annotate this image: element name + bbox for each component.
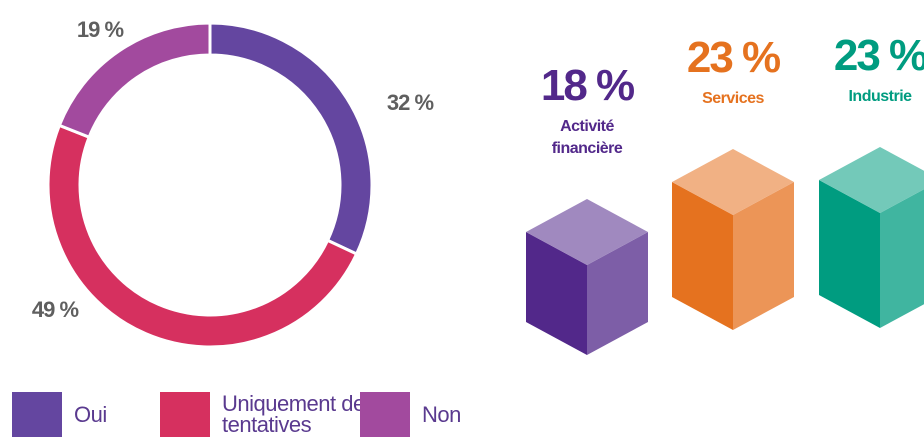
legend-swatch <box>160 392 210 437</box>
bar-right-face <box>880 189 924 328</box>
donut-segment <box>208 21 374 256</box>
category-label: Activité financière <box>551 118 623 157</box>
value-label: 23 % <box>686 33 781 82</box>
bar-right-face <box>587 232 648 355</box>
bar-top-face <box>672 149 794 215</box>
bar <box>672 149 794 330</box>
category-label: Industrie <box>848 88 912 105</box>
legend-swatch <box>360 392 410 437</box>
bar-left-face <box>526 232 587 355</box>
donut-segment <box>46 123 359 349</box>
donut-segment <box>57 21 212 140</box>
bar <box>526 199 648 355</box>
bar-right-face <box>733 182 794 330</box>
bar-top-face <box>819 147 924 213</box>
bar-left-face <box>819 180 880 328</box>
legend-label: Uniquement des tentatives <box>222 391 376 437</box>
legend-label: Oui <box>74 402 107 427</box>
data-label: 49 % <box>31 297 79 322</box>
value-label: 18 % <box>540 61 635 110</box>
legend-swatch <box>12 392 62 437</box>
bar <box>819 147 924 328</box>
category-label: Services <box>702 90 764 107</box>
legend-label: Non <box>422 402 461 427</box>
data-label: 32 % <box>386 90 434 115</box>
data-label: 19 % <box>76 17 124 42</box>
bar-top-face <box>526 199 648 265</box>
bar-left-face <box>672 182 733 330</box>
value-label: 23 % <box>833 31 924 80</box>
